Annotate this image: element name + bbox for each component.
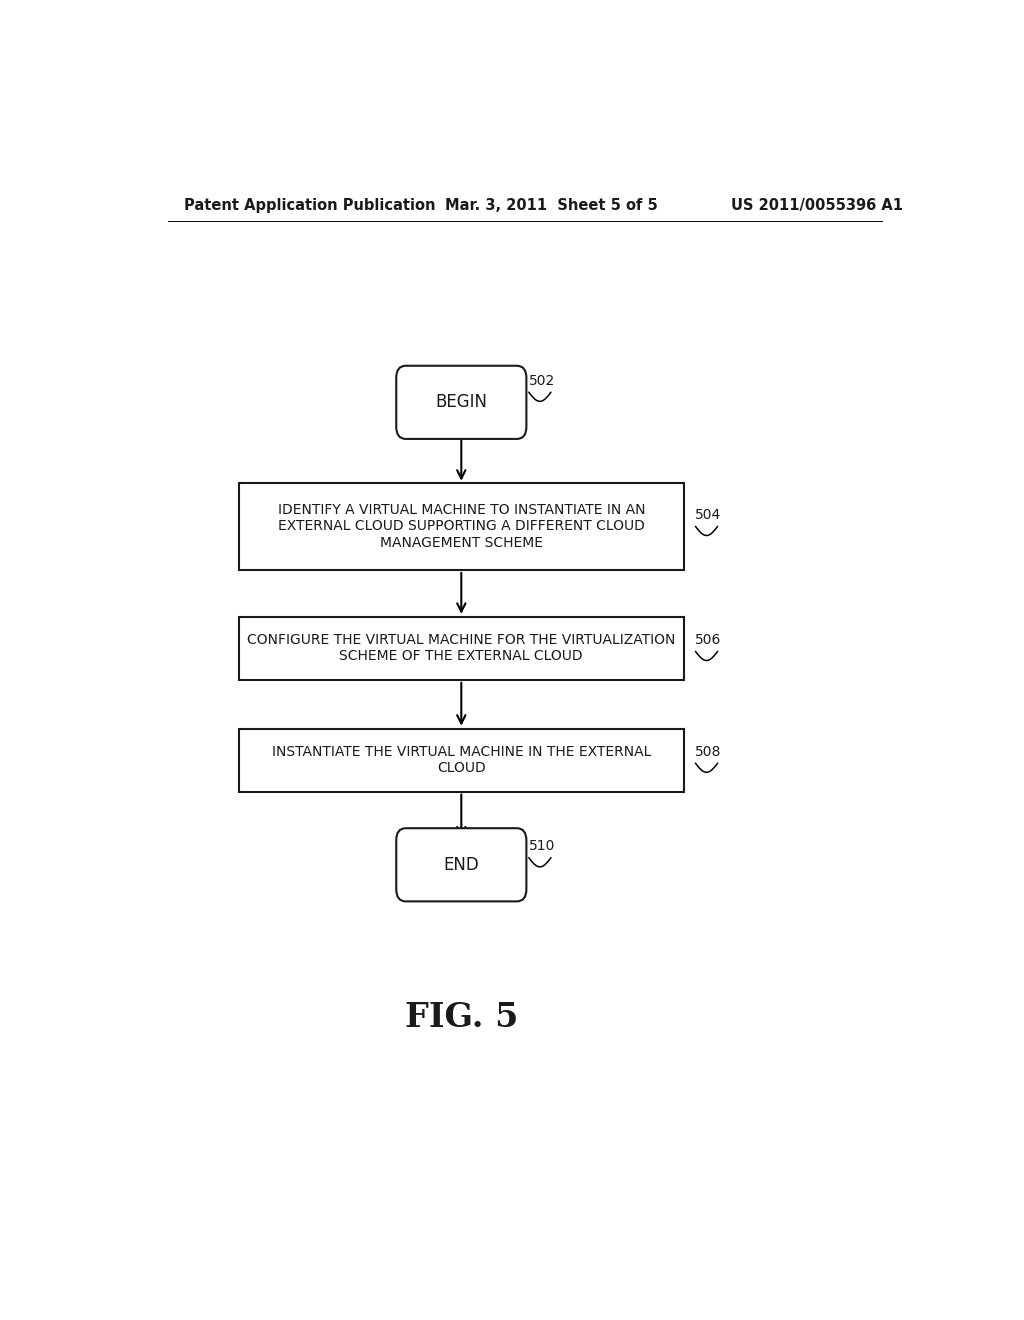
Text: END: END [443, 855, 479, 874]
Text: 508: 508 [695, 744, 722, 759]
Text: 502: 502 [528, 374, 555, 388]
Text: 506: 506 [695, 634, 722, 647]
Text: Mar. 3, 2011  Sheet 5 of 5: Mar. 3, 2011 Sheet 5 of 5 [445, 198, 658, 213]
Bar [239, 729, 684, 792]
FancyBboxPatch shape [396, 828, 526, 902]
Bar [239, 616, 684, 680]
Text: FIG. 5: FIG. 5 [404, 1001, 518, 1034]
FancyBboxPatch shape [396, 366, 526, 440]
Text: BEGIN: BEGIN [435, 393, 487, 412]
Text: INSTANTIATE THE VIRTUAL MACHINE IN THE EXTERNAL
CLOUD: INSTANTIATE THE VIRTUAL MACHINE IN THE E… [271, 744, 651, 775]
Text: IDENTIFY A VIRTUAL MACHINE TO INSTANTIATE IN AN
EXTERNAL CLOUD SUPPORTING A DIFF: IDENTIFY A VIRTUAL MACHINE TO INSTANTIAT… [278, 503, 645, 549]
Text: 510: 510 [528, 840, 555, 854]
Text: CONFIGURE THE VIRTUAL MACHINE FOR THE VIRTUALIZATION
SCHEME OF THE EXTERNAL CLOU: CONFIGURE THE VIRTUAL MACHINE FOR THE VI… [247, 634, 676, 664]
Text: Patent Application Publication: Patent Application Publication [183, 198, 435, 213]
Bar [239, 483, 684, 569]
Text: 504: 504 [695, 508, 722, 521]
Text: US 2011/0055396 A1: US 2011/0055396 A1 [731, 198, 903, 213]
